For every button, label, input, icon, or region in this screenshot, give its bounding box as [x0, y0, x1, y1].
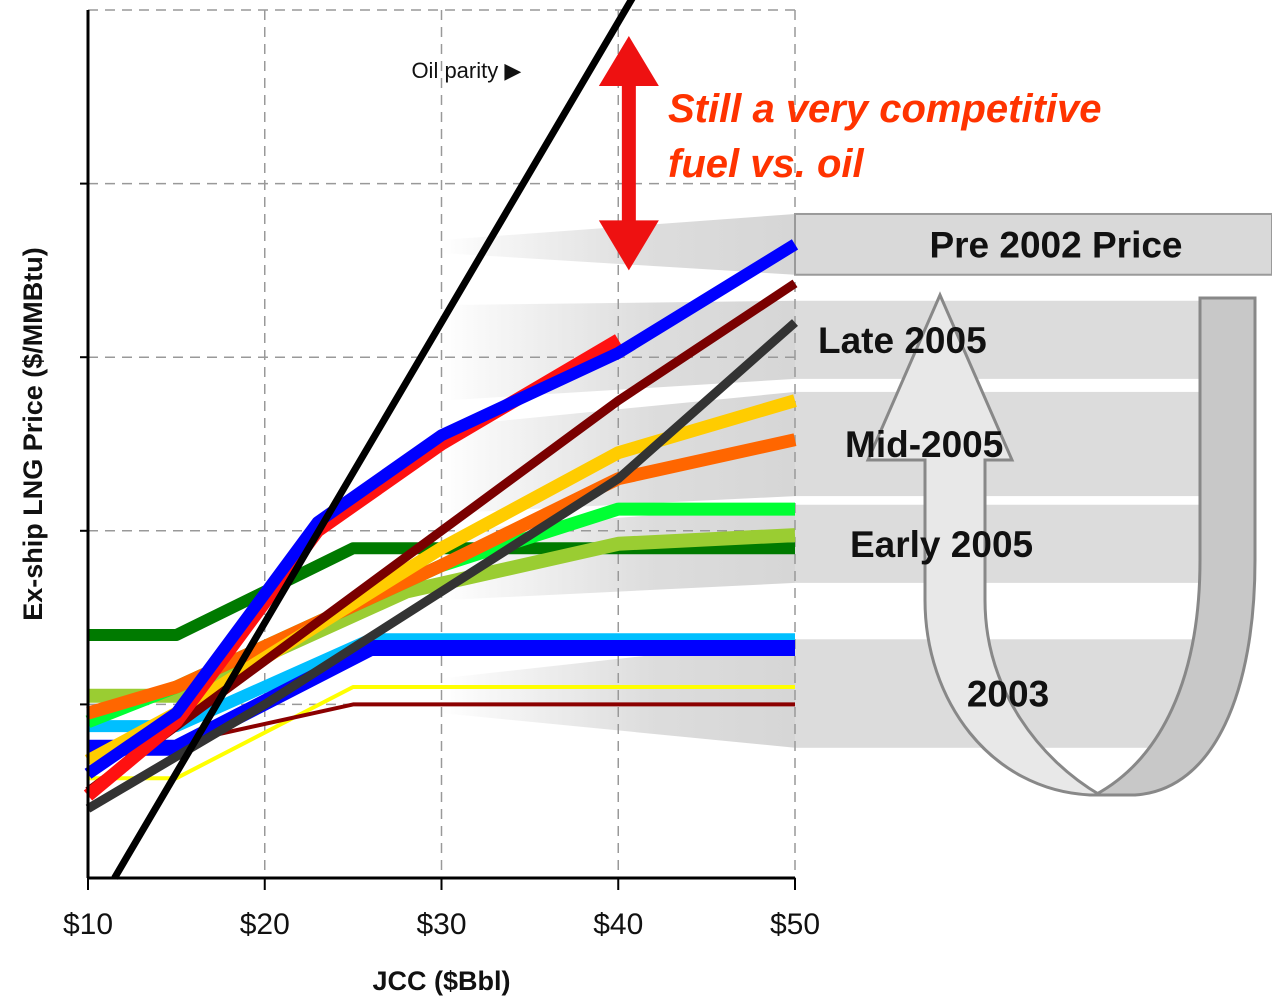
x-tick-label: $10 — [63, 908, 113, 941]
x-tick-label: $50 — [770, 908, 820, 941]
x-tick-label: $40 — [593, 908, 643, 941]
callout-arrow-head-bottom — [598, 220, 659, 271]
callout-text-line-1: Still a very competitive — [668, 87, 1102, 131]
series-line-8 — [86, 433, 797, 720]
x-tick-label: $20 — [240, 908, 290, 941]
series-line-10 — [85, 319, 798, 813]
band-label-4: 2003 — [967, 674, 1049, 715]
y-axis-title: Ex-ship LNG Price ($/MMBtu) — [18, 247, 48, 621]
band-label-3: Early 2005 — [850, 524, 1033, 565]
callout-arrow-head-top — [598, 36, 659, 87]
band-label-1: Late 2005 — [818, 320, 987, 361]
band-labels: Pre 2002 Price Late 2005 Mid-2005 Early 200… — [818, 224, 1183, 714]
series-lines — [83, 239, 799, 813]
oil-parity-line: Oil parity ▶ — [111, 0, 636, 880]
oil-parity-label: Oil parity ▶ — [411, 58, 521, 83]
oil-parity-line — [111, 0, 636, 880]
callout: Still a very competitive fuel vs. oil — [598, 36, 1102, 271]
axes: $10 $20 $30 $40 $50 JCC ($Bbl) Ex-ship LNG Pri… — [18, 10, 820, 996]
series-line-13 — [84, 239, 799, 779]
series-line-4 — [88, 633, 795, 733]
band-label-0: Pre 2002 Price — [929, 224, 1182, 265]
band-0 — [794, 212, 1272, 276]
x-tick-label: $30 — [416, 908, 466, 941]
progress-arrow-back — [1094, 296, 1257, 797]
x-axis-title: JCC ($Bbl) — [372, 966, 510, 996]
band-label-2: Mid-2005 — [845, 424, 1003, 465]
progress-arrow — [865, 291, 1257, 797]
progress-arrow-front — [865, 291, 1106, 797]
band-1 — [795, 300, 1200, 379]
callout-text-line-2: fuel vs. oil — [668, 142, 864, 186]
series-line-11 — [85, 279, 798, 795]
band-3 — [795, 504, 1200, 583]
